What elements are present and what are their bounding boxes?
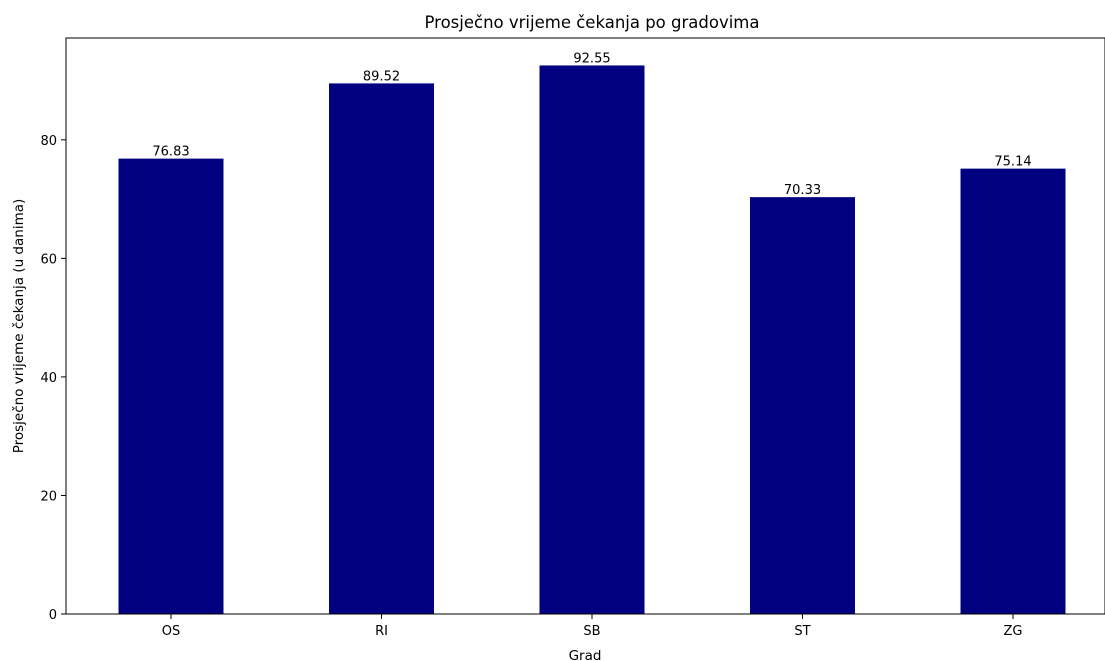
bar-value-label-sb: 92.55 bbox=[573, 51, 610, 66]
bar-os bbox=[118, 158, 224, 614]
x-axis-ticks: OS RI SB ST ZG bbox=[162, 614, 1023, 639]
plot-frame bbox=[65, 37, 1105, 615]
bar-value-label-os: 76.83 bbox=[152, 145, 189, 160]
x-tick-label-zg: ZG bbox=[1004, 624, 1023, 639]
y-axis-ticks: 0 20 40 60 80 bbox=[40, 134, 66, 623]
bar-value-label-ri: 89.52 bbox=[363, 69, 400, 84]
x-tick-label-os: OS bbox=[162, 624, 180, 639]
x-axis-label: Grad bbox=[569, 648, 602, 661]
x-tick-label-st: ST bbox=[794, 624, 810, 639]
bar-ri bbox=[329, 83, 434, 615]
bar-sb bbox=[539, 65, 645, 614]
x-tick-label-sb: SB bbox=[583, 624, 600, 639]
bars-group bbox=[118, 65, 1066, 615]
y-tick-label-20: 20 bbox=[40, 489, 57, 504]
bar-st bbox=[750, 197, 855, 614]
bar-value-labels: 76.83 89.52 92.55 70.33 75.14 bbox=[152, 51, 1031, 198]
bar-value-label-zg: 75.14 bbox=[994, 155, 1031, 170]
bar-zg bbox=[960, 168, 1066, 615]
chart-title: Prosječno vrijeme čekanja po gradovima bbox=[425, 13, 760, 32]
y-tick-label-60: 60 bbox=[40, 252, 57, 267]
y-tick-label-80: 80 bbox=[40, 134, 57, 149]
x-tick-label-ri: RI bbox=[375, 624, 388, 639]
y-tick-label-40: 40 bbox=[40, 371, 57, 386]
y-tick-label-0: 0 bbox=[49, 608, 57, 623]
y-axis-label: Prosječno vrijeme čekanja (u danima) bbox=[11, 199, 27, 454]
bar-value-label-st: 70.33 bbox=[784, 183, 821, 198]
